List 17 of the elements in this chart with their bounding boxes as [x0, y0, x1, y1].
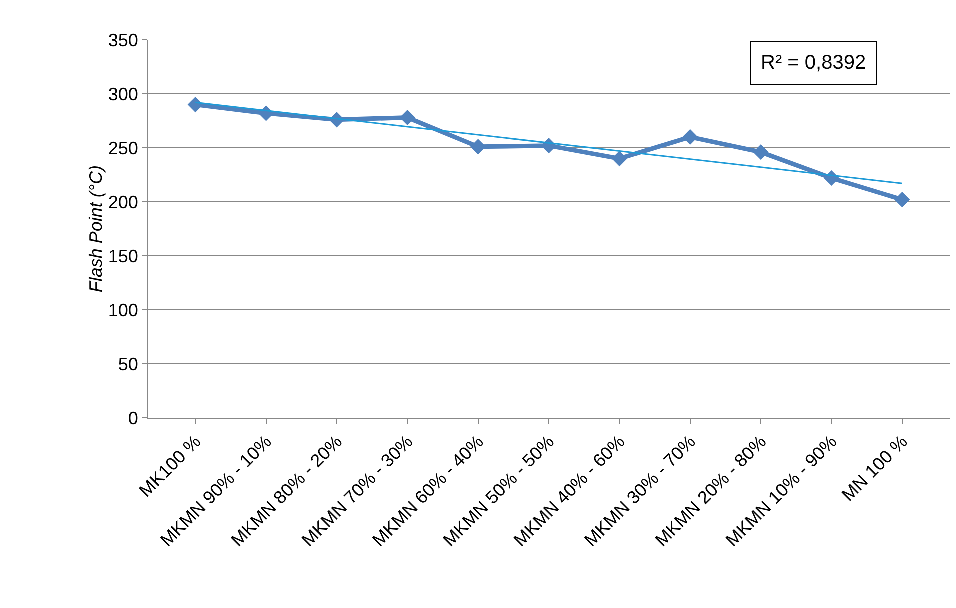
annotation: R² = 0,8392 [761, 52, 866, 74]
y-tick-label: 200 [108, 192, 138, 212]
point [753, 144, 769, 160]
y-tick-label: 250 [108, 138, 138, 158]
point [612, 151, 628, 167]
y-tick-label: 300 [108, 84, 138, 104]
point [894, 192, 910, 208]
y-axis-title: Flash Point (°C) [86, 165, 106, 293]
y-tick-label: 150 [108, 246, 138, 266]
y-tick-label: 350 [108, 30, 138, 50]
y-tick-label: 100 [108, 300, 138, 320]
y-tick-label: 0 [128, 408, 138, 428]
y-tick-label: 50 [118, 354, 138, 374]
point [188, 97, 204, 113]
point [682, 129, 698, 145]
point [400, 110, 416, 126]
x-tick-label: MN 100 % [838, 432, 912, 506]
